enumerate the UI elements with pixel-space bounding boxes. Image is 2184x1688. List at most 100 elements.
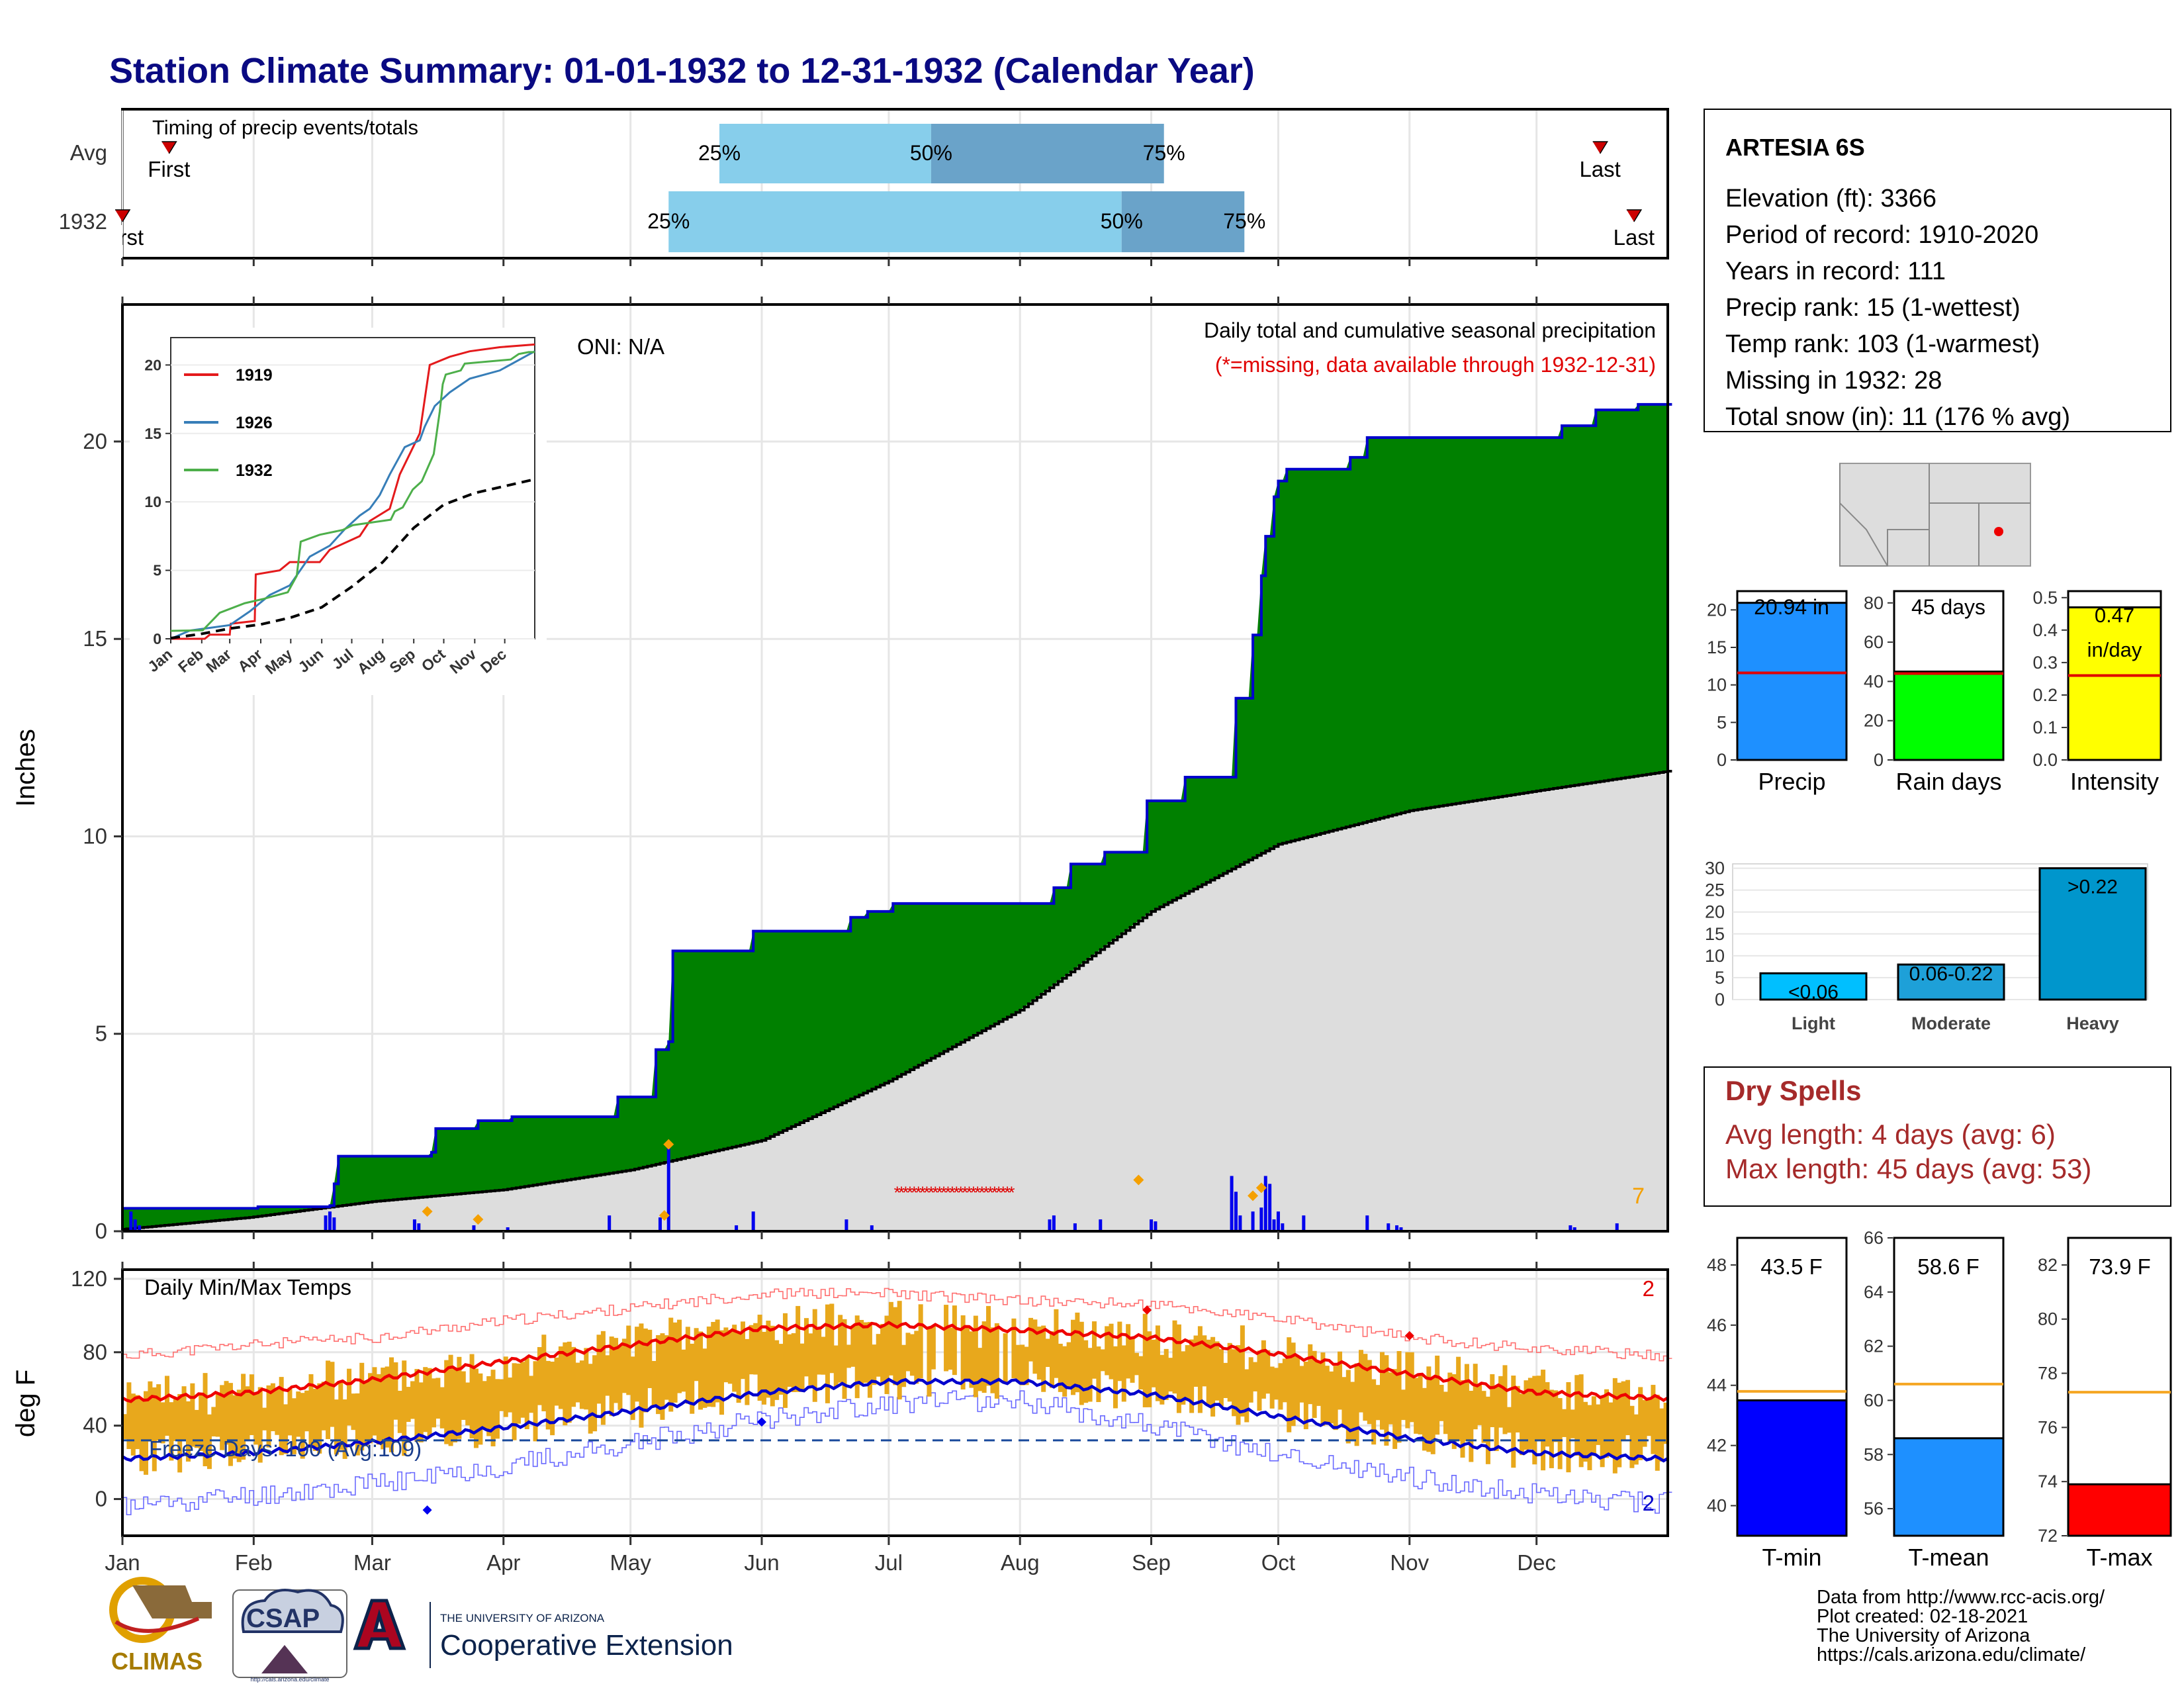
daily-precip-bar: [1251, 1211, 1255, 1231]
map-state-borders: [1839, 463, 2030, 567]
inset-series-1926: [170, 350, 535, 640]
daily-temp-bar: [927, 1328, 932, 1397]
bar-y-tick-label: 46: [1707, 1315, 1727, 1335]
daily-temp-bar: [1312, 1350, 1317, 1419]
daily-temp-bar: [1058, 1343, 1063, 1392]
daily-temp-bar: [897, 1301, 902, 1400]
daily-temp-bar: [355, 1393, 360, 1456]
daily-temp-bar: [711, 1322, 716, 1407]
daily-temp-bar: [338, 1382, 343, 1450]
daily-temp-bar: [368, 1373, 373, 1444]
missing-day-marker: *: [940, 1182, 947, 1202]
daily-temp-bar: [803, 1318, 809, 1377]
bar-y-tick-label: 74: [2038, 1472, 2058, 1491]
daily-temp-bar: [749, 1325, 754, 1375]
climas-logo-swoosh: [114, 1617, 200, 1633]
daily-temp-bar: [439, 1387, 445, 1429]
daily-temp-bar: [715, 1319, 720, 1403]
daily-temp-bar: [1422, 1387, 1427, 1451]
station-name: ARTESIA 6S: [1725, 134, 1865, 161]
daily-precip-bar: [1302, 1215, 1306, 1231]
daily-temp-bar: [228, 1383, 233, 1466]
station-line-period: Period of record: 1910-2020: [1725, 221, 2038, 249]
daily-temp-bar: [508, 1377, 513, 1413]
temp-panel-border: [121, 1268, 1669, 1537]
daily-temp-bar: [1562, 1409, 1567, 1437]
missing-day-marker: *: [911, 1182, 917, 1202]
daily-temp-bar: [719, 1330, 725, 1415]
missing-day-marker: *: [953, 1182, 960, 1202]
bar-y-tick-label: 10: [1707, 675, 1727, 695]
temp-y-axis: 0 40 80 120: [71, 1266, 122, 1511]
daily-temp-bar: [473, 1368, 478, 1448]
daily-temp-bar: [1113, 1346, 1118, 1409]
daily-temp-bar: [791, 1333, 796, 1393]
daily-temp-bar: [1527, 1378, 1533, 1450]
daily-temp-bar: [621, 1338, 627, 1393]
daily-temp-bar: [1181, 1351, 1186, 1405]
events-bar-value-label: >0.22: [2068, 876, 2118, 898]
daily-temp-bar: [909, 1334, 915, 1376]
events-y-tick-label: 15: [1705, 924, 1725, 944]
footer-data-source: Data from http://www.rcc-acis.org/: [1817, 1587, 2105, 1608]
daily-temp-bar: [723, 1327, 729, 1383]
daily-temp-bar: [1663, 1402, 1668, 1444]
record-min-line: [122, 1390, 1672, 1516]
intensity-value-label: 0.47: [2095, 604, 2134, 627]
daily-temp-bar: [524, 1357, 529, 1430]
missing-day-marker: *: [923, 1182, 930, 1202]
daily-temp-bar: [211, 1407, 216, 1436]
daily-temp-bar: [427, 1368, 432, 1438]
bar-y-tick-label: 80: [1864, 593, 1884, 613]
daily-temp-bar: [1138, 1356, 1144, 1389]
ua-a-icon: [353, 1599, 406, 1650]
missing-day-marker: *: [915, 1182, 922, 1202]
missing-day-marker: *: [987, 1182, 993, 1202]
daily-temp-bar: [135, 1395, 140, 1450]
daily-temp-bar: [1451, 1374, 1457, 1449]
daily-temp-bar: [490, 1370, 496, 1446]
daily-temp-bar: [245, 1386, 250, 1440]
daily-precip-bar: [133, 1219, 137, 1231]
daily-temp-bar: [520, 1362, 525, 1418]
precip-total-label: 20.94 in: [1754, 595, 1829, 619]
daily-temp-bar: [270, 1383, 275, 1432]
last-event-marker: [1592, 141, 1608, 154]
daily-precip-bar: [1399, 1227, 1403, 1231]
daily-temp-bar: [817, 1327, 822, 1375]
daily-temp-bar: [469, 1354, 475, 1438]
station-line-snow: Total snow (in): 11 (176 % avg): [1725, 403, 2070, 431]
daily-temp-bar: [190, 1383, 195, 1447]
daily-temp-bar: [1447, 1372, 1453, 1442]
daily-temp-bar: [978, 1348, 983, 1391]
csap-logo: CSAP http://cals.arizona.edu/climate: [232, 1589, 347, 1683]
daily-temp-bar: [1265, 1350, 1271, 1394]
daily-temp-bar: [359, 1362, 365, 1451]
bar-y-tick-label: 0: [1717, 750, 1727, 770]
month-tick-label: Jan: [105, 1550, 140, 1575]
daily-temp-bar: [1087, 1348, 1093, 1402]
bar-y-tick-label: 0.5: [2032, 588, 2058, 608]
daily-temp-bar: [224, 1381, 229, 1445]
daily-precip-bar: [1073, 1223, 1077, 1231]
daily-precip-bar: [1052, 1215, 1056, 1231]
bar-y-tick-label: 48: [1707, 1255, 1727, 1275]
daily-temp-bar: [706, 1326, 711, 1407]
events-y-tick-label: 30: [1705, 859, 1725, 878]
daily-temp-bar: [1244, 1369, 1250, 1423]
temp-panel-title: Daily Min/Max Temps: [144, 1275, 351, 1299]
daily-temp-bar: [1350, 1382, 1355, 1440]
daily-precip-bar: [1365, 1215, 1369, 1231]
temp-extreme-marker: [1142, 1305, 1152, 1315]
locator-map: [1839, 463, 2031, 567]
tmax-value-label: 73.9 F: [2089, 1254, 2151, 1279]
bar-value: [1893, 1437, 2005, 1537]
daily-temp-bar: [1490, 1374, 1495, 1427]
bar-value: [2067, 606, 2162, 761]
station-line-years: Years in record: 111: [1725, 258, 1946, 285]
bar-y-tick-label: 42: [1707, 1436, 1727, 1456]
month-tick-label: Mar: [353, 1550, 391, 1575]
bar-y-tick-label: 20: [1707, 600, 1727, 620]
